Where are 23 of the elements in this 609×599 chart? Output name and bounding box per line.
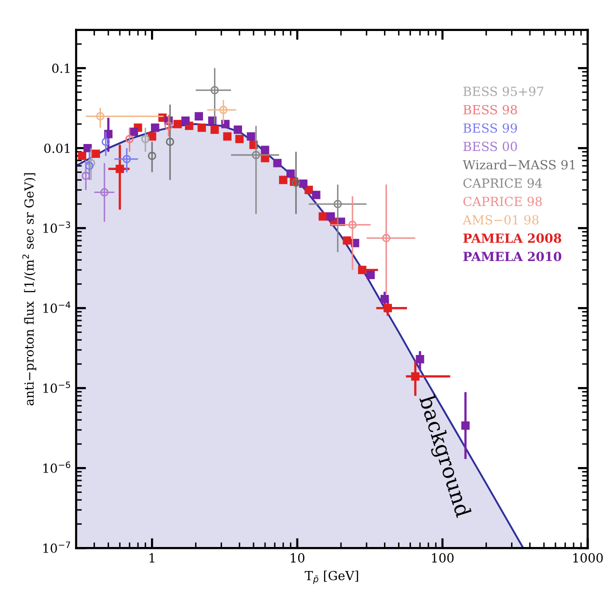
text: CAPRICE 94 [463,178,542,188]
y-tick-label: 10$^{−3}$ [43,221,70,233]
y-tick-label: 0.01 [44,144,70,154]
text: PAMELA 2008 [463,233,562,243]
y-tick-label: 10$^{−7}$ [43,542,70,553]
x-axis-title: T$_{p̄}$ [GeV] [304,570,358,584]
text: PAMELA 2010 [463,252,562,262]
x-tick-label: 1 [150,553,154,562]
text: BESS 95+97 [463,86,544,96]
y-tick-label: 10$^{−6}$ [43,461,70,473]
text: BESS 98 [463,104,517,114]
y-tick-label: 0.1 [52,64,70,74]
text: BESS 00 [463,142,517,152]
y-axis-title: anti−proton flux [1/(m$^{2}$ sec sr GeV)] [22,173,36,406]
text: Wizard−MASS 91 [462,160,575,170]
text: AMS−01 98 [462,215,539,225]
y-tick-label: 10$^{−5}$ [43,382,70,393]
y-tick-label: 10$^{−4}$ [43,302,70,313]
x-tick-label: 1000 [573,553,603,563]
x-tick-label: 10 [290,553,304,563]
x-tick-label: 100 [432,553,454,563]
text: CAPRICE 98 [463,196,542,206]
text: BESS 99 [463,123,517,133]
